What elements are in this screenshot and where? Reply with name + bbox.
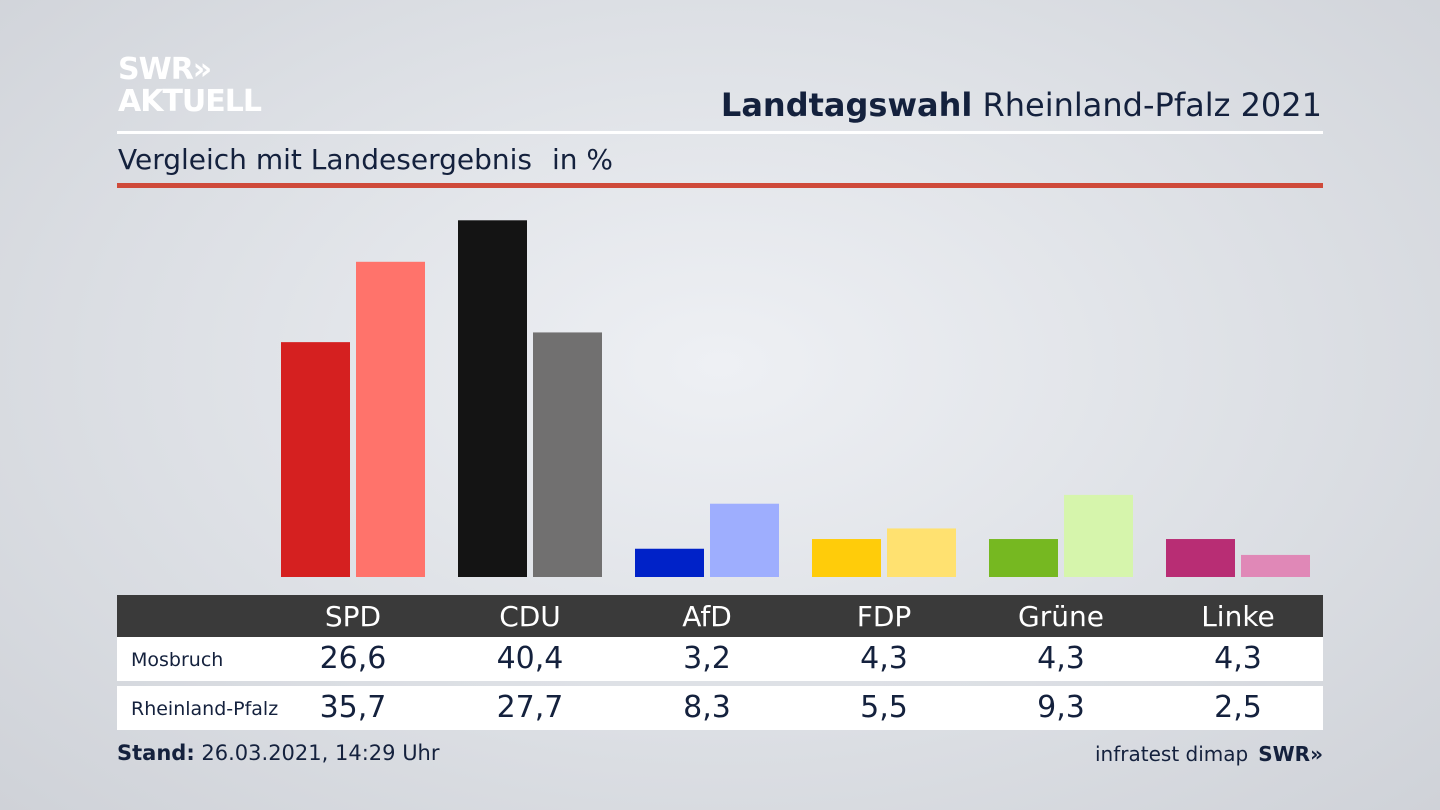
value-mosbruch-gruene: 4,3 xyxy=(1037,641,1085,676)
value-mosbruch-fdp: 4,3 xyxy=(860,641,908,676)
bar-afd-mosbruch xyxy=(635,548,704,577)
source-text: infratest dimap xyxy=(1095,742,1249,766)
header-divider xyxy=(117,131,1323,134)
value-mosbruch-cdu: 40,4 xyxy=(496,641,564,676)
value-rheinland-pfalz-cdu: 27,7 xyxy=(496,690,564,725)
bar-fdp-mosbruch xyxy=(812,539,881,577)
swr-footer-logo: SWR» xyxy=(1258,742,1323,766)
bar-cdu-rheinland-pfalz xyxy=(533,332,602,577)
bar-gruene-mosbruch xyxy=(989,539,1058,577)
column-header-linke: Linke xyxy=(1201,600,1275,633)
chart-subtitle: Vergleich mit Landesergebnis in % xyxy=(118,143,613,176)
column-header-afd: AfD xyxy=(682,600,732,633)
row-label-mosbruch: Mosbruch xyxy=(131,649,224,671)
value-mosbruch-afd: 3,2 xyxy=(683,641,731,676)
bar-spd-rheinland-pfalz xyxy=(356,261,425,577)
stand-label: Stand: xyxy=(117,741,195,765)
source-credit: infratest dimap SWR» xyxy=(1095,742,1323,766)
bar-afd-rheinland-pfalz xyxy=(710,503,779,577)
accent-divider xyxy=(117,183,1323,188)
bar-fdp-rheinland-pfalz xyxy=(887,528,956,577)
logo-line-1: SWR» xyxy=(118,52,212,87)
subtitle-text: Vergleich mit Landesergebnis xyxy=(118,143,532,176)
column-header-spd: SPD xyxy=(324,600,382,633)
page-title-rest: Rheinland-Pfalz 2021 xyxy=(982,86,1322,124)
column-header-cdu: CDU xyxy=(499,600,561,633)
page-title: Landtagswahl Rheinland-Pfalz 2021 xyxy=(721,86,1322,124)
subtitle-unit: in % xyxy=(551,143,614,176)
column-header-fdp: FDP xyxy=(856,600,912,633)
stand-value: 26.03.2021, 14:29 Uhr xyxy=(201,741,440,765)
value-rheinland-pfalz-gruene: 9,3 xyxy=(1037,690,1085,725)
bar-spd-mosbruch xyxy=(281,342,350,577)
swr-aktuell-logo: SWR» AKTUELL xyxy=(118,52,262,119)
logo-line-2: AKTUELL xyxy=(118,84,262,119)
bar-cdu-mosbruch xyxy=(458,220,527,578)
value-rheinland-pfalz-spd: 35,7 xyxy=(319,690,387,725)
value-rheinland-pfalz-afd: 8,3 xyxy=(683,690,731,725)
table-header-row: SPD CDU AfD FDP Grüne Linke xyxy=(117,595,1323,637)
page-title-bold: Landtagswahl xyxy=(720,86,973,124)
timestamp: Stand: 26.03.2021, 14:29 Uhr xyxy=(117,741,440,765)
table-row-mosbruch: Mosbruch 26,6 40,4 3,2 4,3 4,3 4,3 xyxy=(117,637,1323,681)
value-rheinland-pfalz-linke: 2,5 xyxy=(1214,690,1262,725)
bar-linke-rheinland-pfalz xyxy=(1241,554,1310,577)
value-rheinland-pfalz-fdp: 5,5 xyxy=(860,690,908,725)
table-row-rheinland-pfalz: Rheinland-Pfalz 35,7 27,7 8,3 5,5 9,3 2,5 xyxy=(117,686,1323,730)
column-header-gruene: Grüne xyxy=(1018,600,1104,633)
value-mosbruch-spd: 26,6 xyxy=(319,641,387,676)
row-label-rheinland-pfalz: Rheinland-Pfalz xyxy=(131,698,279,720)
bar-gruene-rheinland-pfalz xyxy=(1064,494,1133,577)
value-mosbruch-linke: 4,3 xyxy=(1214,641,1262,676)
bar-linke-mosbruch xyxy=(1166,539,1235,577)
